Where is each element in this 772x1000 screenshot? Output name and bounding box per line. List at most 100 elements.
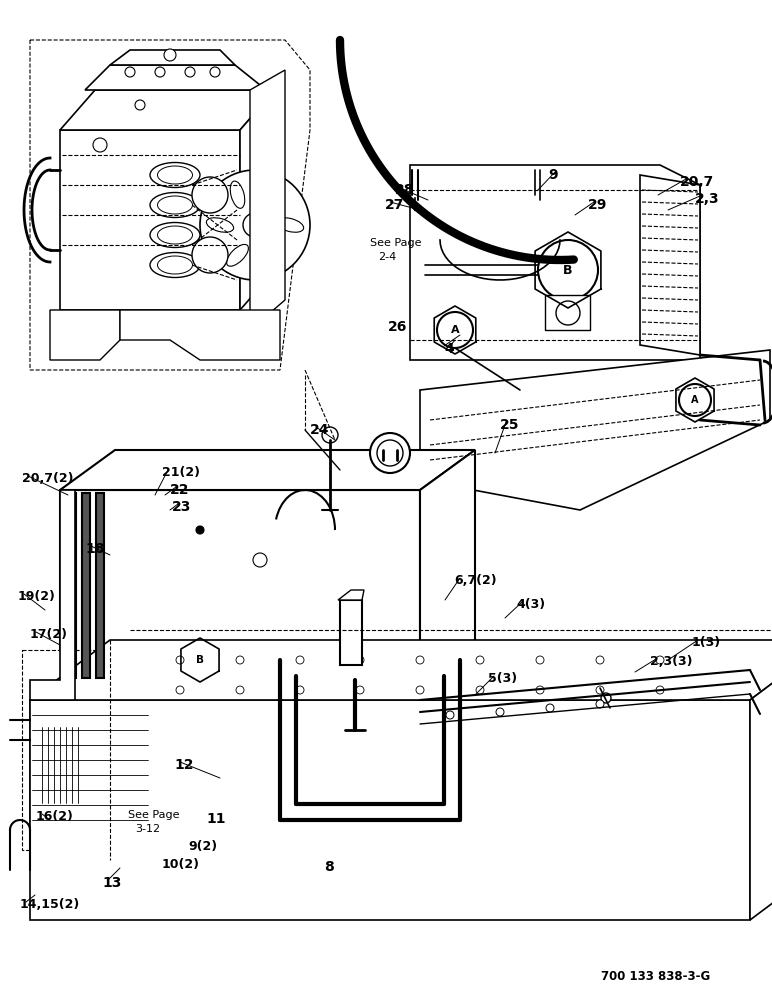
Polygon shape [50, 310, 120, 360]
Polygon shape [30, 640, 772, 700]
Text: 6,7(2): 6,7(2) [454, 574, 496, 587]
Text: 11: 11 [206, 812, 225, 826]
Circle shape [596, 656, 604, 664]
Bar [22, 650, 182, 850]
Circle shape [176, 656, 184, 664]
Circle shape [93, 138, 107, 152]
Text: 29: 29 [588, 198, 608, 212]
Bar [38, 725, 83, 805]
Ellipse shape [157, 166, 192, 184]
Circle shape [322, 427, 338, 443]
Polygon shape [240, 90, 275, 310]
Text: 22: 22 [170, 483, 189, 497]
Polygon shape [30, 490, 75, 700]
Polygon shape [110, 50, 235, 65]
Circle shape [125, 67, 135, 77]
Ellipse shape [157, 256, 192, 274]
Circle shape [185, 67, 195, 77]
Polygon shape [250, 70, 285, 330]
Circle shape [200, 170, 310, 280]
Text: 20,7(2): 20,7(2) [22, 472, 73, 485]
Circle shape [596, 700, 604, 708]
Text: 2,3(3): 2,3(3) [650, 655, 692, 668]
Polygon shape [60, 490, 420, 680]
Polygon shape [30, 700, 750, 920]
Circle shape [184, 644, 216, 676]
Text: 9: 9 [548, 168, 557, 182]
Circle shape [370, 433, 410, 473]
Text: 25: 25 [500, 418, 520, 432]
Ellipse shape [150, 223, 200, 247]
Polygon shape [120, 310, 280, 360]
Ellipse shape [157, 196, 192, 214]
Polygon shape [338, 590, 364, 600]
Bar [96, 493, 104, 678]
Circle shape [556, 301, 580, 325]
Polygon shape [420, 450, 475, 680]
Circle shape [496, 708, 504, 716]
Text: 2,3: 2,3 [695, 192, 720, 206]
Text: 700 133 838-3-G: 700 133 838-3-G [601, 970, 710, 983]
Circle shape [679, 384, 711, 416]
Text: 10(2): 10(2) [162, 858, 200, 871]
Polygon shape [545, 295, 590, 330]
Bar [68, 493, 76, 678]
Ellipse shape [206, 218, 234, 232]
Circle shape [536, 686, 544, 694]
Ellipse shape [262, 184, 283, 206]
Circle shape [377, 440, 403, 466]
Text: A: A [451, 325, 459, 335]
Circle shape [546, 704, 554, 712]
Text: 5(3): 5(3) [488, 672, 517, 685]
Circle shape [416, 686, 424, 694]
Text: 2-4: 2-4 [378, 252, 396, 262]
Circle shape [416, 656, 424, 664]
Polygon shape [640, 175, 700, 355]
Text: 21(2): 21(2) [162, 466, 200, 479]
Text: B: B [564, 263, 573, 276]
Circle shape [356, 656, 364, 664]
Text: See Page: See Page [370, 238, 422, 248]
Circle shape [296, 686, 304, 694]
Text: B: B [196, 655, 204, 665]
Bar [340, 600, 362, 665]
Circle shape [196, 526, 204, 534]
Circle shape [656, 686, 664, 694]
Circle shape [192, 237, 228, 273]
Circle shape [155, 67, 165, 77]
Circle shape [210, 67, 220, 77]
Text: 9(2): 9(2) [188, 840, 217, 853]
Text: 16(2): 16(2) [36, 810, 74, 823]
Polygon shape [420, 350, 770, 510]
Circle shape [437, 312, 473, 348]
Polygon shape [410, 165, 700, 360]
Polygon shape [60, 130, 240, 310]
Circle shape [596, 686, 604, 694]
Text: 20,7: 20,7 [680, 175, 714, 189]
Text: 13: 13 [102, 876, 121, 890]
Polygon shape [750, 640, 772, 920]
Text: See Page: See Page [128, 810, 180, 820]
Text: 26: 26 [388, 320, 408, 334]
Text: 27: 27 [385, 198, 405, 212]
Circle shape [253, 553, 267, 567]
Polygon shape [60, 670, 90, 700]
Circle shape [236, 656, 244, 664]
Circle shape [601, 693, 611, 703]
Text: 18: 18 [85, 542, 104, 556]
Circle shape [538, 240, 598, 300]
Text: 1(3): 1(3) [692, 636, 721, 649]
Ellipse shape [150, 252, 200, 277]
Text: 8: 8 [324, 860, 334, 874]
Text: 28: 28 [395, 183, 415, 197]
Circle shape [243, 213, 267, 237]
Circle shape [176, 686, 184, 694]
Text: 17(2): 17(2) [30, 628, 68, 641]
Circle shape [164, 49, 176, 61]
Text: 4(3): 4(3) [516, 598, 545, 611]
Polygon shape [30, 40, 310, 370]
Circle shape [446, 711, 454, 719]
Text: 12: 12 [174, 758, 194, 772]
Ellipse shape [266, 242, 279, 269]
Circle shape [536, 656, 544, 664]
